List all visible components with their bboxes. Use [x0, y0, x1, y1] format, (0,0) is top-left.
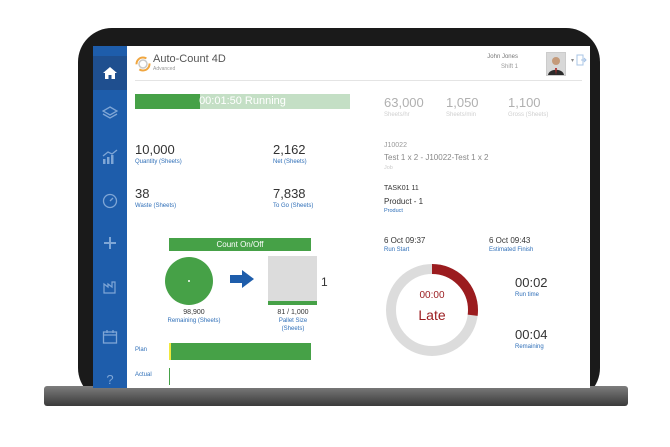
sidebar-item-reports[interactable]: [93, 276, 127, 298]
to-go-value: 7,838: [273, 186, 306, 201]
avatar[interactable]: [546, 52, 566, 76]
to-go-label: To Go (Sheets): [273, 203, 314, 209]
rate-sheets-min: 1,050 Sheets/min: [446, 95, 479, 118]
remaining-time-label: Remaining: [515, 344, 544, 350]
rate-label: Sheets/hr: [384, 112, 410, 118]
run-time-label: Run time: [515, 292, 540, 298]
job-label: Job: [384, 165, 393, 171]
count-on-off-button[interactable]: Count On/Off: [169, 238, 311, 251]
chart-icon: [102, 149, 118, 164]
job-description: Test 1 x 2 - J10022-Test 1 x 2: [384, 153, 489, 162]
gauge-icon: [102, 193, 118, 209]
product-label: Product: [384, 208, 403, 214]
net-label: Net (Sheets): [273, 159, 307, 165]
rate-label: Sheets/min: [446, 112, 477, 118]
pallet-size-unit: (Sheets): [281, 326, 305, 332]
job-number: J10022: [384, 142, 407, 149]
rate-value: 1,050: [446, 95, 479, 110]
gauge-status: Late: [418, 307, 446, 323]
app-logo-icon: [135, 56, 151, 72]
remaining-sheets-value: 98,900: [183, 309, 205, 316]
run-time-value: 00:02: [515, 275, 548, 290]
rate-gross: 1,100 Gross (Sheets): [508, 95, 548, 118]
sidebar-item-analytics[interactable]: [93, 146, 127, 168]
actual-bar: [169, 368, 170, 385]
plan-bar: [169, 343, 311, 360]
pallet-fill: [268, 301, 317, 305]
waste-label: Waste (Sheets): [135, 203, 177, 209]
pallet-count: 1: [321, 275, 328, 289]
home-icon: [103, 67, 117, 79]
quantity-label: Quantity (Sheets): [135, 159, 182, 165]
run-start-value: 6 Oct 09:37: [384, 236, 426, 245]
late-gauge: [386, 264, 478, 356]
pallet-size-value: 81 / 1,000: [277, 309, 309, 316]
rate-sheets-hr: 63,000 Sheets/hr: [384, 95, 424, 118]
run-status-bar: 00:01:50 Running: [135, 94, 350, 109]
gauge-time: 00:00: [419, 290, 445, 301]
sidebar-nav: ?: [93, 46, 127, 388]
arrow-right-icon: [230, 270, 254, 288]
rate-label: Gross (Sheets): [508, 112, 549, 118]
chevron-down-icon[interactable]: ▾: [570, 58, 574, 64]
header-divider: [135, 80, 582, 81]
user-photo-icon: [548, 57, 564, 75]
to-go-stat: 7,838 To Go (Sheets): [273, 186, 313, 209]
remaining-sheets-label: Remaining (Sheets): [167, 318, 221, 324]
calendar-icon: [102, 330, 118, 344]
run-status-text: 00:01:50 Running: [199, 95, 286, 107]
plus-icon: [104, 237, 116, 249]
est-finish-value: 6 Oct 09:43: [489, 236, 531, 245]
remaining-disc: [165, 257, 213, 305]
user-name: John Jones: [487, 54, 518, 60]
sidebar-item-home[interactable]: [93, 56, 127, 90]
task-code: TASK01 11: [384, 185, 419, 192]
sidebar-item-layers[interactable]: [93, 102, 127, 124]
quantity-value: 10,000: [135, 142, 175, 157]
sidebar-item-dashboard[interactable]: [93, 190, 127, 212]
app-screen: ? Auto-Count 4D Advanced John Jones Shif…: [93, 46, 590, 388]
waste-stat: 38 Waste (Sheets): [135, 186, 176, 209]
app-subtitle: Advanced: [153, 66, 176, 72]
plan-marker: [169, 343, 171, 360]
pallet-box: [268, 256, 317, 305]
product-name: Product - 1: [384, 197, 424, 206]
net-stat: 2,162 Net (Sheets): [273, 142, 307, 165]
user-shift: Shift 1: [500, 64, 518, 70]
gauge-arc: [386, 264, 478, 356]
sidebar-item-add[interactable]: [93, 232, 127, 254]
rate-value: 63,000: [384, 95, 424, 110]
remaining-time-value: 00:04: [515, 327, 548, 342]
sidebar-item-calendar[interactable]: [93, 326, 127, 348]
report-icon: [103, 281, 116, 294]
help-icon: ?: [106, 371, 114, 387]
run-progress-fill: [135, 94, 200, 109]
rate-value: 1,100: [508, 95, 541, 110]
quantity-stat: 10,000 Quantity (Sheets): [135, 142, 182, 165]
main-content: Auto-Count 4D Advanced John Jones Shift …: [127, 46, 590, 388]
net-value: 2,162: [273, 142, 306, 157]
plan-label: Plan: [135, 347, 148, 353]
pallet-size-label: Pallet Size: [278, 318, 308, 324]
est-finish-label: Estimated Finish: [489, 247, 534, 253]
waste-value: 38: [135, 186, 150, 201]
run-start-label: Run Start: [384, 247, 410, 253]
actual-label: Actual: [135, 372, 152, 378]
layers-icon: [102, 106, 118, 119]
tablet-stand: [44, 386, 628, 406]
sidebar-item-help[interactable]: ?: [93, 370, 127, 388]
app-title: Auto-Count 4D: [153, 53, 226, 65]
signout-icon[interactable]: [576, 54, 587, 66]
